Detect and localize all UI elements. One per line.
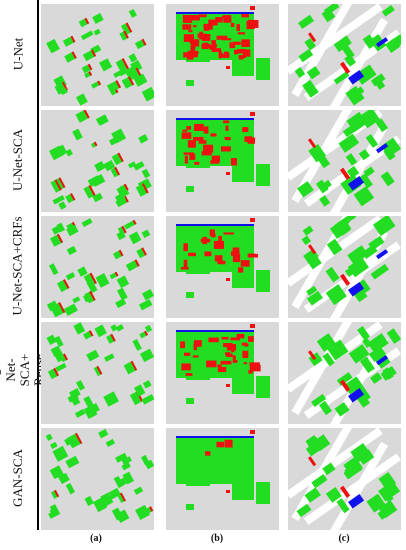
- result-image-row3-colc: [288, 216, 401, 318]
- row-label-2: U-Net-SCA: [10, 128, 26, 192]
- result-image-row2-colc: [288, 110, 401, 212]
- column-label-b: (b): [210, 533, 224, 544]
- row-label-5: GAN-SCA: [10, 449, 26, 507]
- result-image-row3-cola: [41, 216, 154, 318]
- row-label-1: U-Net: [10, 37, 25, 71]
- row-label-4: U-Net-SCA+ Reuse: [0, 353, 46, 387]
- result-image-row1-colb: [166, 4, 279, 106]
- column-label-c: (c): [338, 533, 350, 544]
- result-image-row4-colb: [166, 322, 279, 424]
- result-image-row3-colb: [166, 216, 279, 318]
- result-image-row4-colc: [288, 322, 401, 424]
- separator-line: [37, 0, 39, 530]
- result-image-row2-colb: [166, 110, 279, 212]
- result-image-row1-cola: [41, 4, 154, 106]
- result-image-row2-cola: [41, 110, 154, 212]
- result-image-row1-colc: [288, 4, 401, 106]
- result-image-row5-colb: [166, 428, 279, 530]
- result-image-row5-cola: [41, 428, 154, 530]
- result-image-row5-colc: [288, 428, 401, 530]
- result-image-row4-cola: [41, 322, 154, 424]
- column-label-a: (a): [90, 533, 102, 544]
- row-label-3: U-Net-SCA+CRFs: [10, 216, 26, 316]
